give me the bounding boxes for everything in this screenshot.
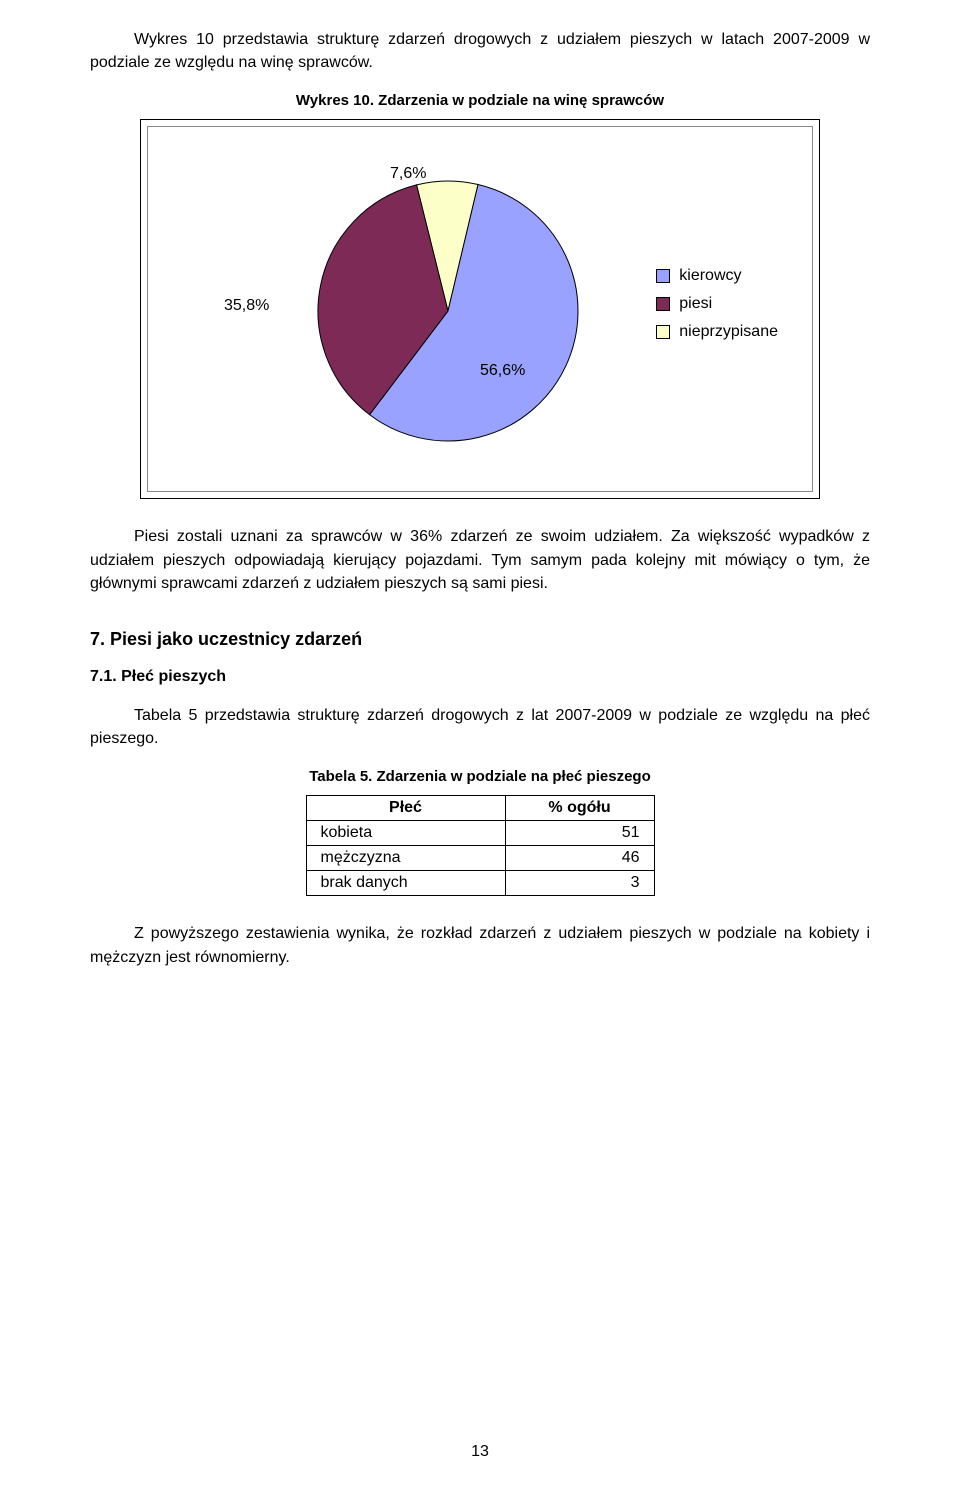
legend-swatch-piesi xyxy=(656,297,670,311)
legend-swatch-nieprzypisane xyxy=(656,325,670,339)
table-cell: mężczyzna xyxy=(306,846,505,871)
table-intro-paragraph: Tabela 5 przedstawia strukturę zdarzeń d… xyxy=(90,704,870,750)
legend-item-piesi: piesi xyxy=(656,295,778,313)
legend-swatch-kierowcy xyxy=(656,269,670,283)
gender-table: Płeć% ogółukobieta51mężczyzna46brak dany… xyxy=(306,795,655,896)
table-cell: brak danych xyxy=(306,871,505,896)
page-number: 13 xyxy=(0,1443,960,1461)
closing-paragraph: Z powyższego zestawienia wynika, że rozk… xyxy=(90,922,870,968)
table-header: % ogółu xyxy=(505,796,654,821)
table-header: Płeć xyxy=(306,796,505,821)
chart-frame-outer: 7,6% 35,8% 56,6% kierowcy piesi nieprzypis… xyxy=(140,119,820,499)
chart-frame-inner: 7,6% 35,8% 56,6% kierowcy piesi nieprzypis… xyxy=(147,126,813,492)
table-title: Tabela 5. Zdarzenia w podziale na płeć p… xyxy=(90,768,870,785)
pie-label-kierowcy: 56,6% xyxy=(480,362,525,380)
body-paragraph: Piesi zostali uznani za sprawców w 36% z… xyxy=(90,525,870,595)
table-cell: 46 xyxy=(505,846,654,871)
pie-label-piesi: 35,8% xyxy=(224,297,269,315)
pie-chart xyxy=(308,171,588,451)
legend-label-kierowcy: kierowcy xyxy=(679,267,741,285)
table-cell: kobieta xyxy=(306,821,505,846)
chart-title: Wykres 10. Zdarzenia w podziale na winę … xyxy=(90,92,870,109)
legend-label-piesi: piesi xyxy=(679,295,712,313)
intro-paragraph: Wykres 10 przedstawia strukturę zdarzeń … xyxy=(90,28,870,74)
section-heading: 7. Piesi jako uczestnicy zdarzeń xyxy=(90,629,870,650)
table-cell: 3 xyxy=(505,871,654,896)
pie-label-nieprzypisane: 7,6% xyxy=(390,165,426,183)
legend-item-kierowcy: kierowcy xyxy=(656,267,778,285)
table-row: mężczyzna46 xyxy=(306,846,654,871)
legend-item-nieprzypisane: nieprzypisane xyxy=(656,323,778,341)
table-cell: 51 xyxy=(505,821,654,846)
pie-legend: kierowcy piesi nieprzypisane xyxy=(656,267,778,351)
table-row: brak danych3 xyxy=(306,871,654,896)
legend-label-nieprzypisane: nieprzypisane xyxy=(679,323,778,341)
subsection-heading: 7.1. Płeć pieszych xyxy=(90,668,870,686)
table-row: kobieta51 xyxy=(306,821,654,846)
